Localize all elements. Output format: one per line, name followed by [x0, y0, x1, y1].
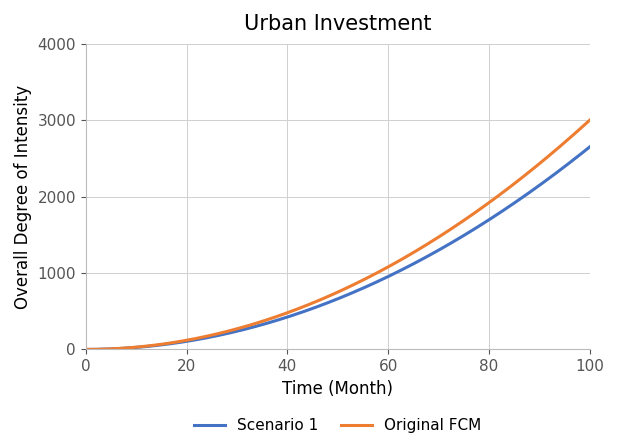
Y-axis label: Overall Degree of Intensity: Overall Degree of Intensity — [14, 85, 32, 309]
X-axis label: Time (Month): Time (Month) — [282, 380, 393, 398]
Original FCM — [82, 347, 90, 352]
Scenario 1 — [495, 211, 502, 216]
Scenario 1 — [574, 154, 582, 159]
Title: Urban Investment: Urban Investment — [244, 14, 431, 34]
Scenario 1 — [355, 288, 362, 293]
Original FCM — [321, 295, 329, 301]
Original FCM — [574, 129, 582, 134]
Scenario 1 — [82, 347, 90, 352]
Scenario 1 — [321, 301, 329, 306]
Original FCM — [324, 294, 332, 299]
Scenario 1 — [324, 300, 332, 305]
Original FCM — [382, 266, 389, 271]
Scenario 1 — [382, 275, 389, 280]
Original FCM — [495, 193, 502, 198]
Line: Scenario 1: Scenario 1 — [86, 147, 590, 349]
Line: Original FCM: Original FCM — [86, 120, 590, 349]
Original FCM — [355, 280, 362, 285]
Scenario 1 — [586, 144, 593, 150]
Legend: Scenario 1, Original FCM: Scenario 1, Original FCM — [188, 412, 488, 439]
Original FCM — [586, 117, 593, 123]
